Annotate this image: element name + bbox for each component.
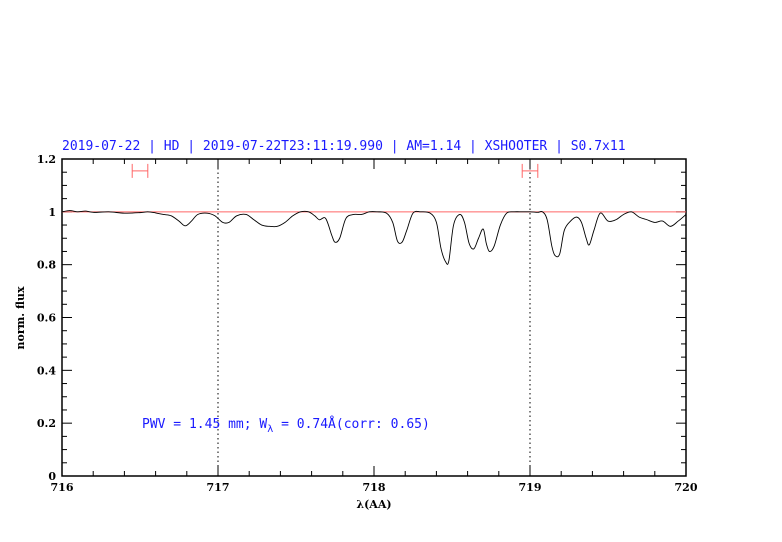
axes: 716 717 718 719 720 0 0.2 0.4 0.6 0.8 1 1.2	[37, 153, 698, 494]
y-tick-label: 0.8	[37, 259, 56, 272]
annotation-pre: PWV = 1.45 mm; W	[142, 417, 267, 432]
chart-title: 2019-07-22 | HD | 2019-07-22T23:11:19.99…	[62, 139, 626, 154]
spectrum-line	[61, 210, 687, 265]
x-tick-label: 717	[207, 481, 230, 494]
y-tick-label: 0	[48, 470, 56, 483]
annotation-post: = 0.74Å(corr: 0.65)	[273, 416, 430, 432]
y-tick-label: 1	[48, 206, 56, 219]
x-tick-label: 716	[51, 481, 74, 494]
y-tick-label: 0.6	[37, 312, 56, 325]
y-axis-label: norm. flux	[14, 286, 27, 349]
annotation-sub: λ	[267, 424, 273, 435]
x-tick-label: 720	[675, 481, 698, 494]
y-tick-label: 0.2	[37, 417, 56, 430]
x-tick-label: 718	[363, 481, 386, 494]
x-tick-label: 719	[519, 481, 542, 494]
pwv-annotation: PWV = 1.45 mm; Wλ = 0.74Å(corr: 0.65)	[142, 416, 430, 435]
y-tick-label: 1.2	[37, 153, 56, 166]
y-tick-label: 0.4	[37, 364, 56, 377]
x-axis-label: λ(AA)	[356, 498, 391, 511]
